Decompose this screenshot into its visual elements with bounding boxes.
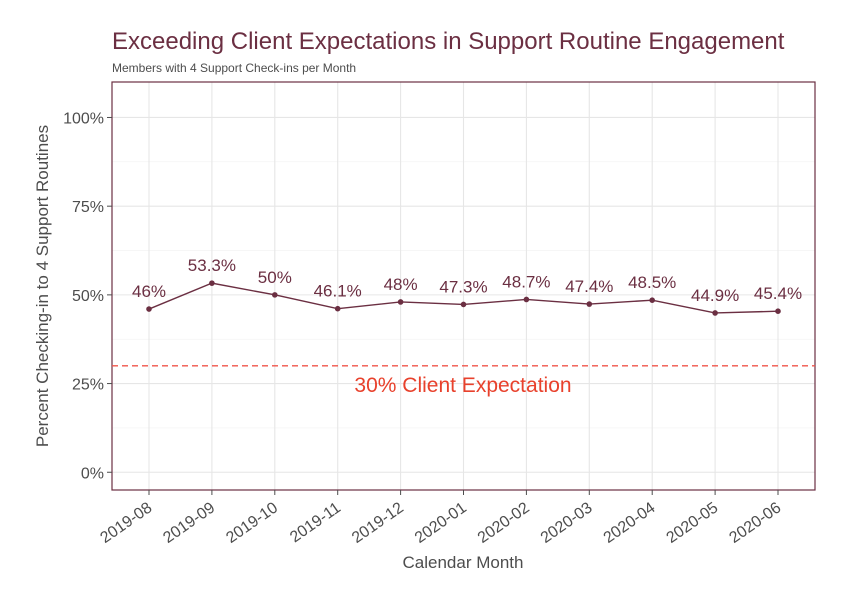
x-tick-label: 2019-09 (160, 499, 218, 547)
data-label: 48.5% (628, 273, 676, 292)
x-axis-title: Calendar Month (403, 553, 524, 572)
x-tick-label: 2019-11 (287, 499, 344, 546)
y-tick-label: 75% (72, 199, 104, 216)
data-label: 46.1% (314, 282, 362, 301)
data-label: 44.9% (691, 286, 739, 305)
data-point (523, 296, 530, 303)
x-tick-label: 2019-12 (349, 499, 407, 547)
x-tick-label: 2020-06 (726, 499, 784, 547)
data-label: 45.4% (754, 284, 802, 303)
data-point (334, 305, 341, 312)
x-tick-label: 2020-02 (475, 499, 533, 547)
data-point (775, 308, 781, 314)
data-label: 46% (132, 282, 166, 301)
data-point (586, 301, 593, 307)
y-axis-title: Percent Checking-in to 4 Support Routine… (33, 125, 52, 447)
data-label: 48.7% (502, 272, 550, 291)
y-tick-label: 50% (72, 288, 104, 305)
data-point (712, 310, 718, 316)
data-point (460, 301, 467, 308)
data-label: 48% (384, 275, 418, 294)
reference-label: 30% Client Expectation (354, 374, 571, 397)
x-tick-label: 2020-05 (664, 499, 722, 547)
data-point (272, 292, 278, 298)
data-label: 53.3% (188, 256, 236, 275)
chart-subtitle: Members with 4 Support Check-ins per Mon… (112, 61, 357, 75)
data-point (209, 280, 215, 286)
data-label: 47.3% (439, 277, 487, 296)
data-point (649, 297, 655, 303)
x-tick-label: 2020-03 (538, 499, 596, 547)
data-point (146, 306, 152, 312)
y-tick-label: 25% (72, 377, 104, 394)
x-tick-label: 2019-08 (97, 499, 155, 547)
x-tick-label: 2019-10 (223, 499, 281, 547)
y-tick-label: 100% (63, 110, 104, 127)
data-label: 50% (258, 268, 292, 287)
chart-title: Exceeding Client Expectations in Support… (112, 28, 785, 55)
data-point (397, 299, 404, 305)
data-label: 47.4% (565, 277, 613, 296)
x-tick-label: 2020-04 (601, 499, 659, 547)
y-tick-label: 0% (81, 465, 104, 482)
x-tick-label: 2020-01 (412, 499, 470, 547)
